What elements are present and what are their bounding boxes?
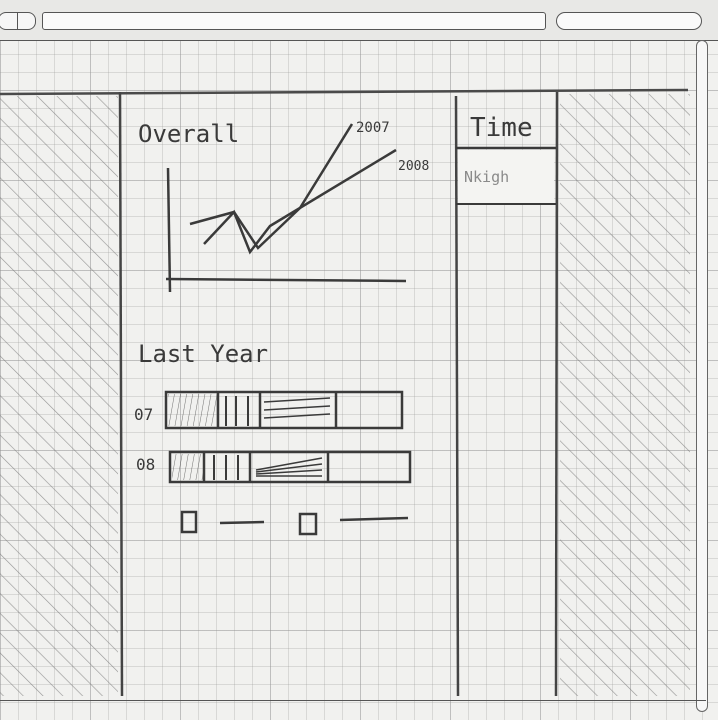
bar-07-segment-1	[168, 394, 218, 426]
legend-2007-label: 2007	[356, 120, 390, 136]
overall-title: Overall	[138, 120, 239, 148]
stacked-bar-08	[168, 450, 412, 484]
bar-08-segment-1	[172, 454, 204, 480]
x-axis	[165, 277, 407, 283]
left-margin-hatched	[0, 96, 118, 696]
right-column-divider	[554, 91, 559, 697]
legend-text-placeholder-2	[339, 516, 409, 522]
back-forward-buttons[interactable]	[0, 12, 36, 30]
y-axis	[166, 167, 172, 293]
legend-swatch-2	[298, 512, 318, 536]
bar-07-segment-3	[263, 397, 331, 419]
time-dropdown[interactable]: Nkigh	[456, 150, 556, 205]
browser-chrome	[0, 0, 718, 41]
search-box[interactable]	[556, 12, 702, 30]
right-margin-hatched	[560, 94, 690, 696]
legend-swatch-1	[180, 510, 198, 534]
vertical-scrollbar[interactable]	[696, 40, 708, 712]
row-label-07: 07	[134, 405, 153, 424]
legend-2008-label: 2008	[398, 159, 429, 174]
window-bottom-edge	[0, 700, 706, 701]
series-line-2008	[203, 148, 397, 255]
time-title: Time	[470, 113, 533, 143]
bar-08-segment-3	[255, 457, 323, 477]
time-dropdown-box[interactable]	[458, 150, 554, 204]
legend-text-placeholder-1	[219, 520, 265, 525]
left-column-divider	[118, 91, 124, 697]
header-divider	[0, 88, 689, 96]
row-label-08: 08	[136, 455, 155, 474]
last-year-title: Last Year	[138, 340, 268, 368]
series-line-2007	[189, 123, 354, 250]
main-sidebar-divider	[454, 95, 460, 697]
address-bar[interactable]	[42, 12, 546, 30]
stacked-bar-07	[164, 390, 404, 430]
time-dropdown-value: Nkigh	[464, 168, 509, 186]
